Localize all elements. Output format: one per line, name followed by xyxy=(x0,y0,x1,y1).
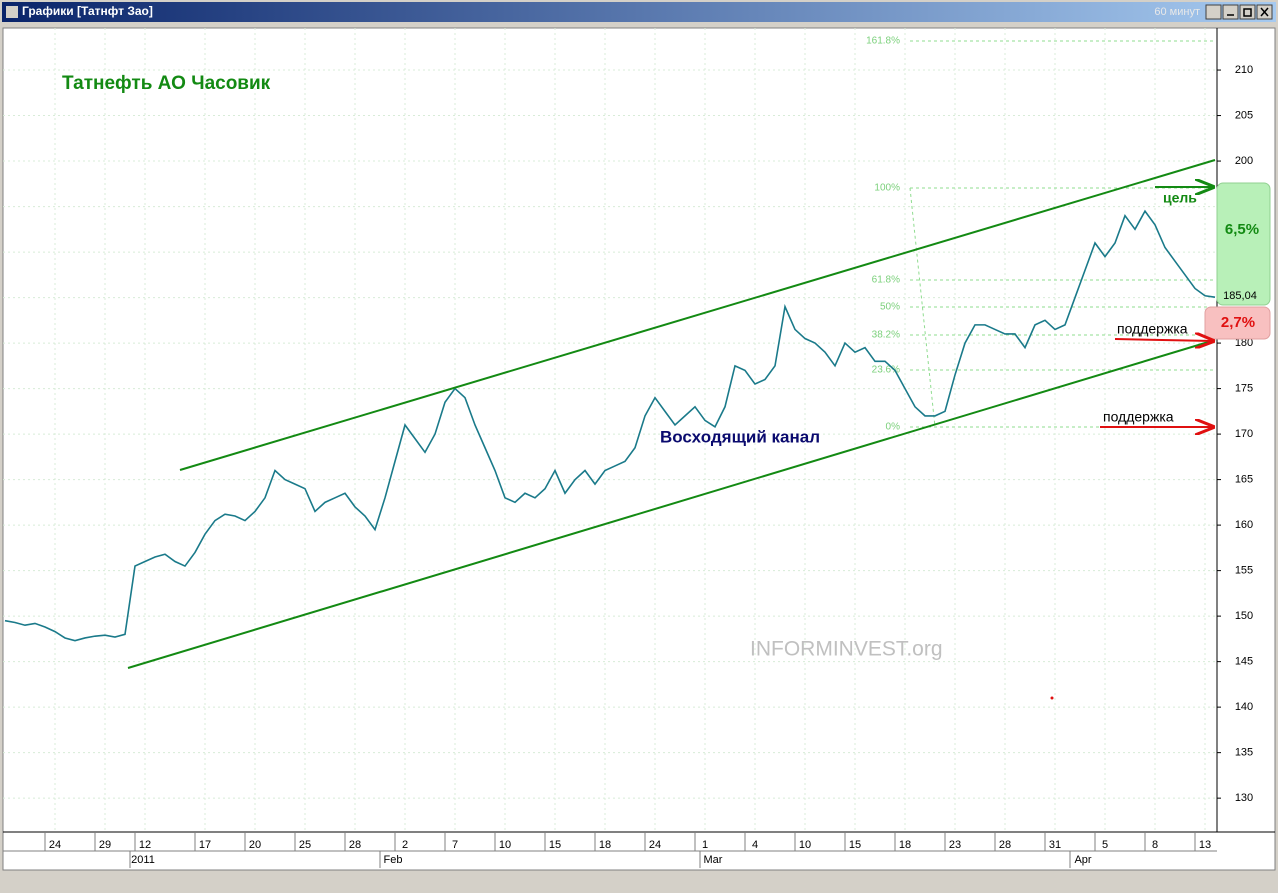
maximize-button[interactable] xyxy=(1239,4,1256,20)
x-tick-label: 7 xyxy=(452,839,458,851)
chart-title: Татнефть АО Часовик xyxy=(62,73,271,94)
y-tick-label: 140 xyxy=(1235,701,1253,713)
target-label: цель xyxy=(1163,190,1197,206)
fib-label: 50% xyxy=(880,302,900,313)
x-tick-label: 13 xyxy=(1199,839,1211,851)
y-tick-label: 150 xyxy=(1235,610,1253,622)
x-tick-label: 24 xyxy=(649,839,661,851)
x-tick-label: 20 xyxy=(249,839,261,851)
x-tick-label: 1 xyxy=(702,839,708,851)
x-tick-label: 18 xyxy=(599,839,611,851)
channel-lower xyxy=(127,339,1216,669)
window-icon xyxy=(6,6,18,18)
window-buttons[interactable] xyxy=(1205,4,1273,20)
support-label: поддержка xyxy=(1117,321,1188,337)
x-tick-label: 17 xyxy=(199,839,211,851)
fib-label: 23.6% xyxy=(872,365,900,376)
price-line xyxy=(4,209,1216,642)
support-box xyxy=(1204,306,1271,340)
channel-label: Восходящий канал xyxy=(660,427,820,446)
period-label: Mar xyxy=(704,854,723,866)
period-label: Feb xyxy=(384,854,403,866)
y-tick-label: 210 xyxy=(1235,64,1253,76)
x-tick-label: 12 xyxy=(139,839,151,851)
x-tick-label: 23 xyxy=(949,839,961,851)
x-tick-label: 4 xyxy=(752,839,758,851)
x-tick-label: 15 xyxy=(549,839,561,851)
x-tick-label: 5 xyxy=(1102,839,1108,851)
last-price-label: 185,04 xyxy=(1223,290,1257,302)
x-tick-label: 8 xyxy=(1152,839,1158,851)
y-tick-label: 200 xyxy=(1235,155,1253,167)
dot xyxy=(1050,696,1054,700)
x-tick-label: 29 xyxy=(99,839,111,851)
target-box xyxy=(1216,182,1271,306)
y-tick-label: 180 xyxy=(1235,337,1253,349)
pin-button[interactable] xyxy=(1205,4,1222,20)
x-tick-label: 24 xyxy=(49,839,61,851)
fib-label: 0% xyxy=(886,422,901,433)
y-tick-label: 130 xyxy=(1235,792,1253,804)
y-tick-label: 205 xyxy=(1235,109,1253,121)
y-tick-label: 165 xyxy=(1235,474,1253,486)
minimize-button[interactable] xyxy=(1222,4,1239,20)
y-tick-label: 175 xyxy=(1235,382,1253,394)
x-tick-label: 10 xyxy=(799,839,811,851)
x-tick-label: 28 xyxy=(999,839,1011,851)
x-tick-label: 28 xyxy=(349,839,361,851)
watermark: INFORMINVEST.org xyxy=(750,638,943,661)
x-tick-label: 18 xyxy=(899,839,911,851)
title-bar xyxy=(2,2,1276,22)
chart-area xyxy=(2,27,1276,871)
x-tick-label: 31 xyxy=(1049,839,1061,851)
support-arrow xyxy=(1114,339,1213,341)
y-tick-label: 145 xyxy=(1235,656,1253,668)
period-label: 2011 xyxy=(131,854,155,866)
x-tick-label: 2 xyxy=(402,839,408,851)
y-tick-label: 135 xyxy=(1235,747,1253,759)
y-tick-label: 170 xyxy=(1235,428,1253,440)
timeframe: 60 минут xyxy=(1154,6,1200,18)
window-title: Графики [Татнфт Зао] xyxy=(22,4,153,18)
support-pct: 2,7% xyxy=(1221,314,1255,331)
x-tick-label: 15 xyxy=(849,839,861,851)
fib-label: 161.8% xyxy=(866,36,900,47)
period-label: Apr xyxy=(1074,854,1091,866)
target-pct: 6,5% xyxy=(1225,221,1259,238)
fib-label: 38.2% xyxy=(872,330,900,341)
y-tick-label: 160 xyxy=(1235,519,1253,531)
fib-label: 61.8% xyxy=(872,275,900,286)
channel-upper xyxy=(179,159,1216,471)
support-label: поддержка xyxy=(1103,409,1174,425)
y-tick-label: 155 xyxy=(1235,565,1253,577)
fib-label: 100% xyxy=(874,183,900,194)
x-tick-label: 25 xyxy=(299,839,311,851)
x-tick-label: 10 xyxy=(499,839,511,851)
